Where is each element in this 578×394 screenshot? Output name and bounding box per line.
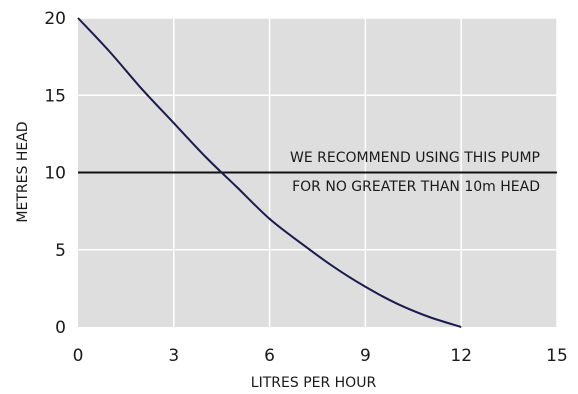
- x-axis-label: LITRES PER HOUR: [251, 375, 377, 391]
- x-tick-label: 0: [73, 346, 84, 366]
- y-tick-label: 20: [44, 9, 66, 29]
- y-tick-label: 15: [44, 86, 66, 106]
- y-tick-labels: 0 5 10 15 20: [44, 9, 66, 338]
- x-tick-label: 3: [168, 346, 179, 366]
- y-tick-label: 10: [44, 164, 66, 184]
- curve-layer: [77, 17, 462, 328]
- x-tick-labels: 0 3 6 9 12 15: [73, 346, 568, 366]
- x-tick-label: 15: [546, 346, 568, 366]
- pump-curve-line: [77, 17, 462, 328]
- annotation-line-2: FOR NO GREATER THAN 10m HEAD: [292, 179, 540, 195]
- x-tick-label: 6: [264, 346, 275, 366]
- x-tick-label: 9: [360, 346, 371, 366]
- y-tick-label: 5: [55, 241, 66, 261]
- x-tick-label: 12: [450, 346, 472, 366]
- y-tick-label: 0: [55, 318, 66, 338]
- annotation-line-1: WE RECOMMEND USING THIS PUMP: [290, 150, 540, 166]
- y-axis-label: METRES HEAD: [15, 121, 31, 222]
